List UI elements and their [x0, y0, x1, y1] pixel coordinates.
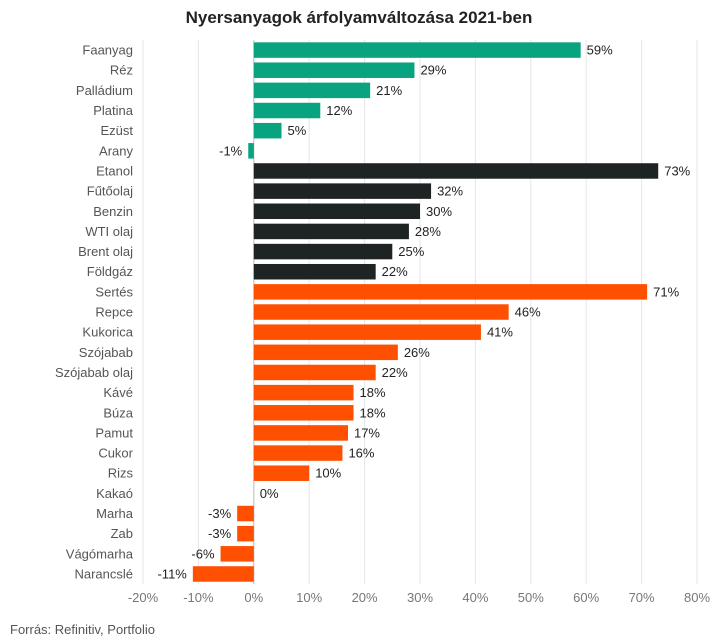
bar-kukorica: [253, 324, 481, 340]
category-label: Ezüst: [100, 123, 133, 138]
category-label: Benzin: [93, 204, 133, 219]
bar-platina: [253, 102, 321, 119]
category-label: Sertés: [95, 284, 133, 299]
value-label: -3%: [208, 506, 232, 521]
category-label: Arany: [99, 143, 133, 158]
x-tick-label: -10%: [183, 590, 214, 605]
bar-vágómarha: [220, 546, 254, 562]
value-label: 22%: [382, 365, 408, 380]
x-tick-label: 50%: [518, 590, 544, 605]
category-label: Fűtőolaj: [87, 184, 133, 199]
bar-szójabab: [253, 344, 398, 361]
category-label: Platina: [93, 103, 134, 118]
value-label: 41%: [487, 325, 513, 340]
bar-kávé: [253, 384, 354, 401]
bar-ezüst: [253, 122, 282, 139]
value-label: 32%: [437, 184, 463, 199]
category-label: Vágómarha: [66, 546, 134, 561]
category-label: Palládium: [76, 83, 133, 98]
category-label: Földgáz: [87, 264, 133, 279]
bar-szójabab-olaj: [253, 364, 376, 381]
category-label: Marha: [96, 506, 134, 521]
category-label: Réz: [110, 63, 133, 78]
x-tick-label: 30%: [407, 590, 433, 605]
value-label: 18%: [360, 385, 386, 400]
value-label: 17%: [354, 425, 380, 440]
category-label: Zab: [111, 526, 133, 541]
x-tick-label: 60%: [573, 590, 599, 605]
bar-marha: [237, 505, 254, 522]
category-label: Cukor: [98, 446, 133, 461]
value-label: -3%: [208, 526, 232, 541]
category-label: Szójabab: [79, 345, 133, 360]
chart-title: Nyersanyagok árfolyamváltozása 2021-ben: [185, 8, 533, 27]
value-label: 21%: [376, 83, 402, 98]
value-label: 16%: [348, 446, 374, 461]
bar-palládium: [253, 82, 371, 99]
source-note: Forrás: Refinitiv, Portfolio: [10, 622, 155, 637]
bar-etanol: [253, 163, 659, 179]
value-label: 12%: [326, 103, 352, 118]
value-label: 5%: [288, 123, 307, 138]
x-tick-label: 0%: [244, 590, 263, 605]
category-label: WTI olaj: [85, 224, 133, 239]
category-label: Kávé: [103, 385, 133, 400]
x-tick-label: 40%: [462, 590, 488, 605]
value-label: 29%: [420, 63, 446, 78]
bar-réz: [253, 62, 415, 78]
bar-arany: [248, 143, 254, 159]
bar-búza: [253, 405, 354, 421]
bar-rizs: [253, 465, 310, 481]
labels: Faanyag 59% Réz 29% Palládium 21% Platina 12% Ez…: [55, 43, 691, 582]
value-label: 71%: [653, 284, 679, 299]
value-label: 59%: [587, 43, 613, 58]
bar-cukor: [253, 445, 343, 461]
value-label: 22%: [382, 264, 408, 279]
value-label: 0%: [260, 486, 279, 501]
category-label: Brent olaj: [78, 244, 133, 259]
value-label: 10%: [315, 466, 341, 481]
value-label: 73%: [664, 163, 690, 178]
category-label: Pamut: [95, 425, 133, 440]
bar-wti-olaj: [253, 223, 409, 240]
x-tick-label: 80%: [684, 590, 710, 605]
category-label: Szójabab olaj: [55, 365, 133, 380]
category-label: Faanyag: [82, 43, 133, 58]
category-label: Repce: [95, 305, 133, 320]
value-label: 28%: [415, 224, 441, 239]
category-label: Kakaó: [96, 486, 133, 501]
value-label: 25%: [398, 244, 424, 259]
bar-pamut: [253, 425, 348, 441]
x-tick-label: -20%: [128, 590, 159, 605]
bars: [192, 42, 659, 582]
value-label: 26%: [404, 345, 430, 360]
x-tick-label: 20%: [352, 590, 378, 605]
bar-brent-olaj: [253, 243, 393, 260]
x-tick-label: 10%: [296, 590, 322, 605]
x-axis-ticks: -20% -10% 0% 10% 20% 30% 40% 50% 60% 70% 80%: [128, 590, 711, 605]
value-label: 18%: [360, 405, 386, 420]
bar-sertés: [253, 284, 648, 300]
category-label: Etanol: [96, 163, 133, 178]
value-label: 30%: [426, 204, 452, 219]
bar-faanyag: [253, 42, 581, 58]
bar-repce: [253, 304, 509, 320]
bar-benzin: [253, 203, 420, 220]
value-label: -6%: [191, 546, 215, 561]
value-label: 46%: [515, 305, 541, 320]
x-tick-label: 70%: [629, 590, 655, 605]
category-label: Rizs: [108, 466, 134, 481]
bar-narancslé: [192, 566, 254, 582]
bar-zab: [237, 525, 254, 542]
bar-földgáz: [253, 263, 376, 280]
value-label: -11%: [157, 566, 187, 581]
category-label: Kukorica: [82, 325, 133, 340]
bar-fűtőolaj: [253, 183, 432, 199]
category-label: Búza: [103, 405, 133, 420]
value-label: -1%: [219, 143, 243, 158]
category-label: Narancslé: [74, 566, 133, 581]
